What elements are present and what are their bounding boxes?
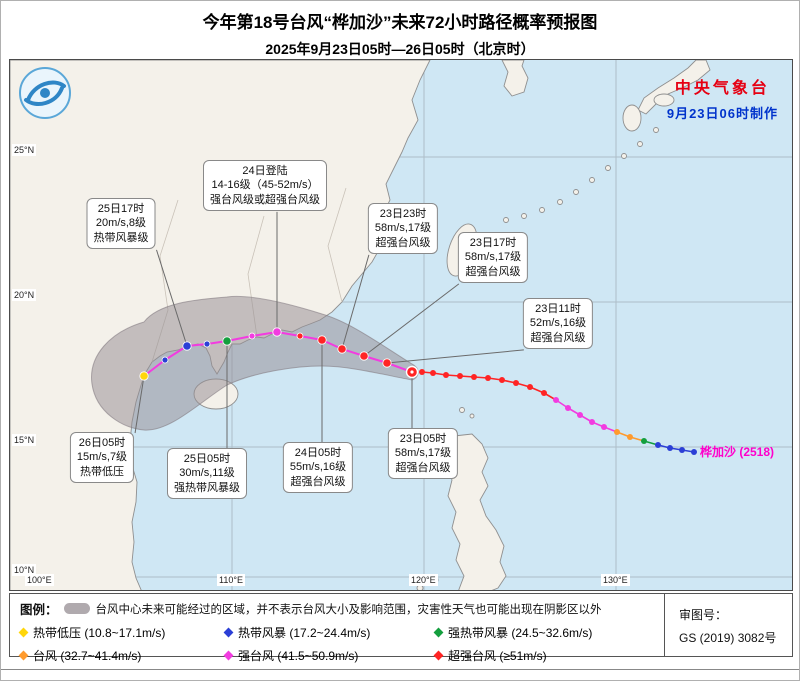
past-track-point (691, 449, 697, 455)
map-canvas (10, 60, 792, 590)
legend-item-super: 超强台风 (≥51m/s) (433, 647, 660, 664)
legend-marker-ty (18, 650, 29, 661)
callout-leader-lines (134, 211, 524, 449)
past-track-point (655, 442, 661, 448)
legend: 图例： 台风中心未来可能经过的区域，并不表示台风大小及影响范围，灾害性天气也可能… (9, 593, 793, 663)
cone-swatch (63, 603, 90, 614)
legend-label: 超强台风 (≥51m/s) (448, 649, 547, 663)
legend-marker-ts (223, 627, 234, 638)
leader-line (134, 375, 145, 434)
past-track-point (443, 372, 449, 378)
past-track-point (589, 419, 595, 425)
small-island (429, 575, 439, 585)
legend-label: 热带风暴 (17.2~24.4m/s) (238, 626, 371, 640)
ryukyu-islands (503, 127, 659, 223)
legend-label: 热带低压 (10.8~17.1m/s) (33, 626, 166, 640)
leader-line (156, 249, 188, 347)
forecast-point (317, 335, 327, 345)
agency-issued-time: 9月23日06时制作 (666, 106, 778, 121)
probability-cone (91, 295, 419, 431)
past-track-point (485, 375, 491, 381)
past-track-point (471, 374, 477, 380)
legend-items: 热带低压 (10.8~17.1m/s) 热带风暴 (17.2~24.4m/s) 强热… (18, 624, 660, 664)
small-island (459, 407, 465, 413)
past-track-point (430, 370, 436, 376)
past-track-point (527, 384, 533, 390)
forecast-point (296, 332, 304, 340)
small-island (416, 584, 424, 590)
legend-label: 强热带风暴 (24.5~32.6m/s) (448, 626, 593, 640)
past-track-point (577, 412, 583, 418)
legend-item-ts: 热带风暴 (17.2~24.4m/s) (223, 624, 435, 641)
legend-marker-td (18, 627, 29, 638)
page-title: 今年第18号台风“桦加沙”未来72小时路径概率预报图 (202, 13, 598, 32)
map-approval-number: 审图号： GS (2019) 3082号 (664, 594, 792, 656)
forecast-point (161, 356, 169, 364)
past-track-point (553, 397, 559, 403)
past-track-point (641, 438, 647, 444)
forecast-map: 中央气象台 9月23日06时制作 100°E 110°E 120°E 130°E 25°… (9, 59, 793, 591)
legend-item-td: 热带低压 (10.8~17.1m/s) (18, 624, 225, 641)
forecast-point (359, 351, 369, 361)
legend-marker-super (433, 650, 444, 661)
legend-marker-sty (223, 650, 234, 661)
leader-line (363, 283, 460, 357)
past-track-point (541, 390, 547, 396)
past-track-point (627, 434, 633, 440)
forecast-point (203, 340, 211, 348)
past-track-point (499, 377, 505, 383)
past-track-point (419, 369, 425, 375)
storm-name-label: 桦加沙 (2518) (700, 445, 775, 459)
logo-swirl-top (26, 80, 66, 102)
past-track-point (601, 424, 607, 430)
past-track-point (513, 380, 519, 386)
footer-divider (1, 669, 799, 670)
forecast-point (139, 371, 149, 381)
legend-item-sty: 强台风 (41.5~50.9m/s) (223, 647, 435, 664)
forecast-point (272, 327, 282, 337)
past-track-point (565, 405, 571, 411)
logo-swirl-bottom (24, 86, 64, 106)
legend-label: 强台风 (41.5~50.9m/s) (238, 649, 359, 663)
header: 今年第18号台风“桦加沙”未来72小时路径概率预报图 2025年9月23日05时… (1, 8, 799, 59)
luzon-island (445, 433, 507, 590)
shikoku-island (653, 93, 675, 107)
past-track-point (457, 373, 463, 379)
leader-line (386, 349, 524, 364)
leader-line (341, 254, 370, 350)
legend-title: 图例： (20, 603, 58, 617)
forecast-point (248, 332, 256, 340)
korea-peninsula (501, 60, 529, 97)
page-subtitle: 2025年9月23日05时—26日05时（北京时） (265, 41, 535, 57)
small-island (469, 413, 475, 419)
logo-center (40, 88, 50, 98)
forecast-point (222, 336, 232, 346)
past-track-point (614, 429, 620, 435)
legend-item-sts: 强热带风暴 (24.5~32.6m/s) (433, 624, 660, 641)
legend-disclaimer-row: 图例： 台风中心未来可能经过的区域，并不表示台风大小及影响范围，灾害性天气也可能… (20, 599, 660, 618)
map-approval-label: 审图号： (679, 608, 728, 622)
past-track-point (667, 445, 673, 451)
kyushu-island (622, 104, 642, 132)
cone-disclaimer: 台风中心未来可能经过的区域，并不表示台风大小及影响范围，灾害性天气也可能出现在阴… (95, 603, 602, 616)
current-position-eye (410, 370, 414, 374)
forecast-point (382, 358, 392, 368)
agency-name: 中央气象台 (674, 80, 770, 97)
forecast-point (337, 344, 347, 354)
forecast-point (182, 341, 192, 351)
map-approval-value: GS (2019) 3082号 (679, 630, 777, 645)
past-track-point (679, 447, 685, 453)
cma-logo (19, 67, 71, 119)
agency-block: 中央气象台 9月23日06时制作 (667, 74, 778, 122)
legend-marker-sts (433, 627, 444, 638)
legend-label: 台风 (32.7~41.4m/s) (33, 649, 142, 663)
legend-item-ty: 台风 (32.7~41.4m/s) (18, 647, 225, 664)
typhoon-track (139, 327, 697, 455)
